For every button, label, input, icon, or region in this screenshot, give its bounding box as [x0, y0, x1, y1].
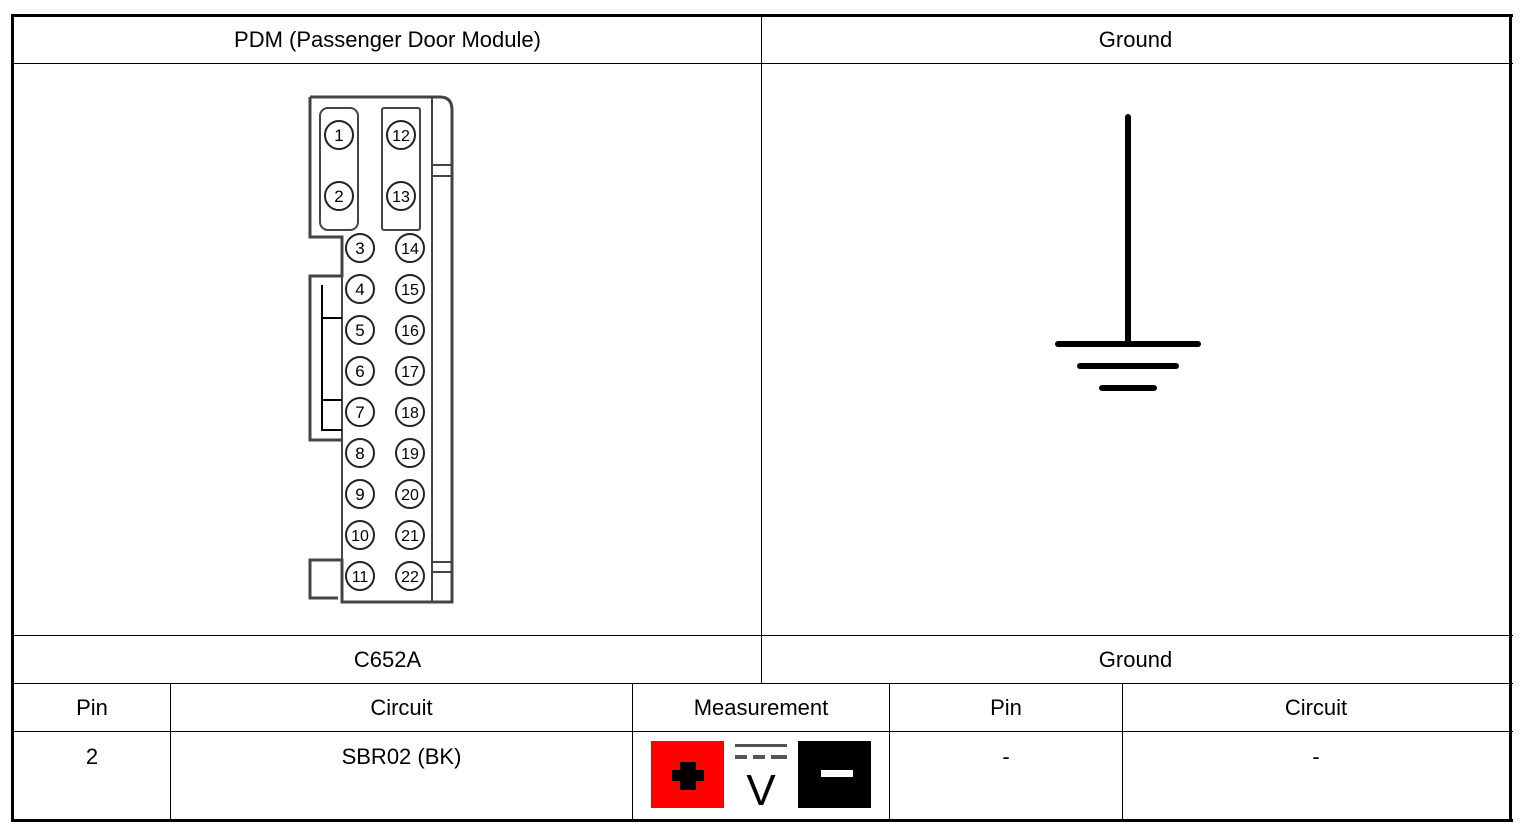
divider	[632, 684, 633, 820]
pin-label: 11	[352, 569, 369, 586]
pin-7	[345, 397, 375, 427]
pin-label: 9	[355, 485, 364, 504]
pin-14	[395, 233, 425, 263]
pin-label: 8	[355, 444, 364, 463]
pin-20	[395, 479, 425, 509]
voltage-symbol: V	[746, 766, 776, 809]
pin-12	[386, 120, 416, 150]
outer-border-top	[11, 14, 1513, 17]
pin-label: 14	[401, 241, 419, 258]
row-circuit-2: -	[1312, 744, 1320, 769]
right-connector-label: Ground	[1098, 646, 1173, 672]
divider	[11, 731, 1513, 732]
divider	[11, 683, 1513, 684]
pin-15	[395, 274, 425, 304]
pin-label: 16	[401, 323, 419, 340]
pin-17	[395, 356, 425, 386]
divider	[11, 635, 1513, 636]
divider	[170, 684, 171, 820]
pin-label: 6	[355, 362, 364, 381]
right-header: Ground	[1098, 27, 1173, 52]
pin-label: 22	[401, 569, 419, 586]
pin-label: 13	[392, 189, 410, 206]
pin-label: 4	[355, 280, 364, 299]
outer-border-left	[11, 14, 14, 822]
pin-11	[345, 561, 375, 591]
pin-6	[345, 356, 375, 386]
pin-label: 19	[401, 446, 419, 463]
col-pin: Pin	[76, 694, 108, 720]
pin-1	[324, 120, 354, 150]
pin-21	[395, 520, 425, 550]
pin-16	[395, 315, 425, 345]
col-circuit: Circuit	[370, 694, 433, 720]
outer-border-bottom	[11, 819, 1513, 822]
pin-label: 20	[401, 487, 419, 504]
pin-4	[345, 274, 375, 304]
divider	[11, 63, 1513, 64]
dc-voltage-measurement-icon: V	[651, 741, 871, 809]
ground-symbol-icon	[1055, 114, 1201, 391]
col-circuit-2: Circuit	[1284, 694, 1348, 720]
divider	[1122, 684, 1123, 820]
pin-10	[345, 520, 375, 550]
pin-label: 10	[351, 528, 369, 545]
pin-18	[395, 397, 425, 427]
row-pin-2: -	[1002, 744, 1010, 769]
pin-label: 18	[401, 405, 419, 422]
pin-label: 21	[401, 528, 419, 545]
pin-label: 3	[355, 239, 364, 258]
divider	[889, 684, 890, 820]
pin-label: 7	[355, 403, 364, 422]
row-pin: 2	[85, 744, 99, 769]
pin-label: 15	[401, 282, 419, 299]
col-pin-2: Pin	[990, 694, 1022, 720]
pin-8	[345, 438, 375, 468]
pin-2	[324, 181, 354, 211]
pin-label: 17	[401, 364, 419, 381]
pin-9	[345, 479, 375, 509]
row-circuit: SBR02 (BK)	[341, 744, 462, 769]
divider	[761, 14, 762, 684]
pin-22	[395, 561, 425, 591]
pin-label: 5	[355, 321, 364, 340]
pin-label: 12	[392, 128, 410, 145]
left-connector-label: C652A	[353, 646, 422, 672]
col-measurement: Measurement	[693, 694, 829, 720]
pin-13	[386, 181, 416, 211]
pin-5	[345, 315, 375, 345]
pin-19	[395, 438, 425, 468]
pin-label: 1	[334, 126, 343, 145]
pin-3	[345, 233, 375, 263]
pin-label: 2	[334, 187, 343, 206]
left-header: PDM (Passenger Door Module)	[234, 27, 541, 52]
outer-border-right	[1509, 14, 1512, 822]
